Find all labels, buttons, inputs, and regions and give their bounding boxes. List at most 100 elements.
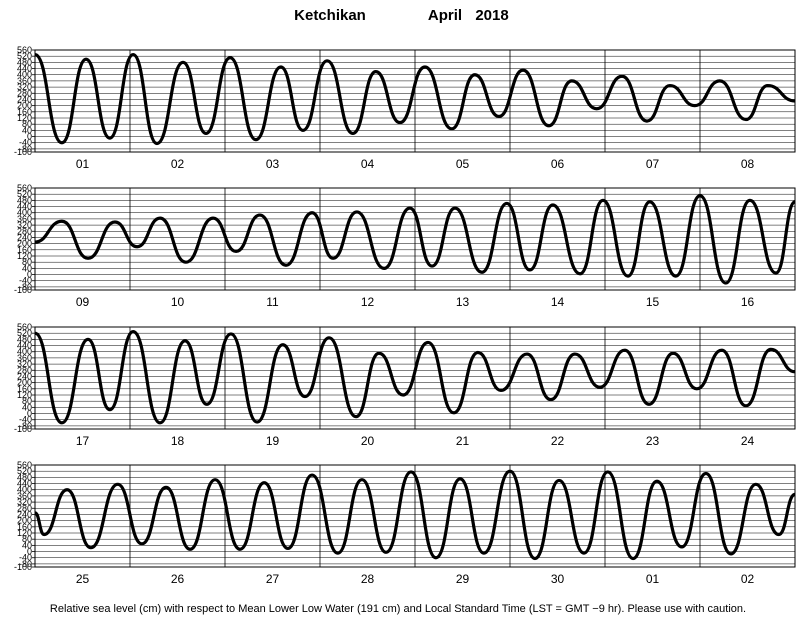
y-tick-label: 200 bbox=[17, 516, 32, 526]
y-tick-label: 400 bbox=[17, 70, 32, 80]
x-tick-label: 01 bbox=[76, 157, 90, 171]
y-tick-label: 360 bbox=[17, 76, 32, 86]
y-tick-label: 440 bbox=[17, 64, 32, 74]
y-tick-label: 520 bbox=[17, 328, 32, 338]
y-tick-label: -100 bbox=[14, 424, 32, 434]
x-tick-label: 14 bbox=[551, 295, 565, 309]
footnote: Relative sea level (cm) with respect to … bbox=[50, 603, 746, 615]
x-tick-label: 13 bbox=[456, 295, 470, 309]
y-tick-label: 0 bbox=[27, 409, 32, 419]
y-tick-label: 240 bbox=[17, 371, 32, 381]
x-tick-label: 19 bbox=[266, 434, 280, 448]
y-tick-label: 0 bbox=[27, 270, 32, 280]
y-tick-label: -80 bbox=[19, 421, 32, 431]
y-tick-label: 520 bbox=[17, 51, 32, 61]
y-tick-label: 40 bbox=[22, 402, 32, 412]
y-tick-label: 160 bbox=[17, 107, 32, 117]
y-tick-label: 320 bbox=[17, 359, 32, 369]
y-tick-label: 240 bbox=[17, 94, 32, 104]
y-tick-label: 480 bbox=[17, 334, 32, 344]
y-tick-label: 280 bbox=[17, 503, 32, 513]
y-tick-label: -40 bbox=[19, 553, 32, 563]
x-tick-label: 28 bbox=[361, 572, 375, 586]
y-tick-label: 400 bbox=[17, 485, 32, 495]
y-tick-label: 160 bbox=[17, 245, 32, 255]
x-tick-label: 12 bbox=[361, 295, 375, 309]
y-tick-label: 120 bbox=[17, 251, 32, 261]
y-tick-label: 40 bbox=[22, 263, 32, 273]
x-tick-label: 06 bbox=[551, 157, 565, 171]
y-tick-label: 160 bbox=[17, 522, 32, 532]
y-tick-label: 560 bbox=[17, 183, 32, 193]
y-tick-label: -40 bbox=[19, 276, 32, 286]
x-tick-label: 30 bbox=[551, 572, 565, 586]
x-tick-label: 25 bbox=[76, 572, 90, 586]
tide-line bbox=[34, 469, 796, 561]
y-tick-label: 280 bbox=[17, 226, 32, 236]
x-tick-label: 04 bbox=[361, 157, 375, 171]
y-tick-label: 120 bbox=[17, 390, 32, 400]
y-tick-label: 80 bbox=[22, 257, 32, 267]
chart-title: Ketchikan bbox=[294, 7, 366, 24]
plot-frame bbox=[34, 326, 796, 430]
y-tick-label: 320 bbox=[17, 82, 32, 92]
y-tick-label: 280 bbox=[17, 365, 32, 375]
x-tick-label: 10 bbox=[171, 295, 185, 309]
y-tick-label: -80 bbox=[19, 282, 32, 292]
y-tick-label: 360 bbox=[17, 491, 32, 501]
y-tick-label: 480 bbox=[17, 472, 32, 482]
y-tick-label: 80 bbox=[22, 534, 32, 544]
y-tick-label: 240 bbox=[17, 232, 32, 242]
y-tick-label: 200 bbox=[17, 378, 32, 388]
y-tick-label: 560 bbox=[17, 45, 32, 55]
y-tick-label: 560 bbox=[17, 460, 32, 470]
x-tick-label: 18 bbox=[171, 434, 185, 448]
y-tick-label: -100 bbox=[14, 147, 32, 157]
y-tick-label: 400 bbox=[17, 347, 32, 357]
y-tick-label: 360 bbox=[17, 353, 32, 363]
x-tick-label: 20 bbox=[361, 434, 375, 448]
x-tick-label: 09 bbox=[76, 295, 90, 309]
x-tick-label: 11 bbox=[266, 295, 279, 309]
y-tick-label: 120 bbox=[17, 113, 32, 123]
x-tick-label: 24 bbox=[741, 434, 755, 448]
x-tick-label: 29 bbox=[456, 572, 470, 586]
y-tick-label: 200 bbox=[17, 101, 32, 111]
y-tick-label: 560 bbox=[17, 322, 32, 332]
x-tick-label: 26 bbox=[171, 572, 185, 586]
x-tick-label: 02 bbox=[171, 157, 185, 171]
y-tick-label: 120 bbox=[17, 528, 32, 538]
y-tick-label: 520 bbox=[17, 189, 32, 199]
y-tick-label: 320 bbox=[17, 220, 32, 230]
tide-line bbox=[34, 330, 796, 425]
x-tick-label: 21 bbox=[456, 434, 470, 448]
y-tick-label: 80 bbox=[22, 396, 32, 406]
y-tick-label: -80 bbox=[19, 144, 32, 154]
y-tick-label: -100 bbox=[14, 562, 32, 572]
x-tick-label: 03 bbox=[266, 157, 280, 171]
y-tick-label: 160 bbox=[17, 384, 32, 394]
y-tick-label: 80 bbox=[22, 119, 32, 129]
x-tick-label: 05 bbox=[456, 157, 470, 171]
y-tick-label: 200 bbox=[17, 239, 32, 249]
y-tick-label: 440 bbox=[17, 341, 32, 351]
x-tick-label: 08 bbox=[741, 157, 755, 171]
tide-line bbox=[34, 53, 796, 146]
y-tick-label: -100 bbox=[14, 285, 32, 295]
y-tick-label: 440 bbox=[17, 479, 32, 489]
y-tick-label: 400 bbox=[17, 208, 32, 218]
x-tick-label: 22 bbox=[551, 434, 565, 448]
y-tick-label: 280 bbox=[17, 88, 32, 98]
x-tick-label: 17 bbox=[76, 434, 90, 448]
chart-year: 2018 bbox=[475, 7, 508, 24]
plot-frame bbox=[34, 464, 796, 568]
x-tick-label: 02 bbox=[741, 572, 755, 586]
x-tick-label: 01 bbox=[646, 572, 660, 586]
y-tick-label: 440 bbox=[17, 202, 32, 212]
chart-month: April bbox=[428, 7, 462, 24]
x-tick-label: 07 bbox=[646, 157, 660, 171]
x-tick-label: 16 bbox=[741, 295, 755, 309]
y-tick-label: 240 bbox=[17, 509, 32, 519]
y-tick-label: 320 bbox=[17, 497, 32, 507]
